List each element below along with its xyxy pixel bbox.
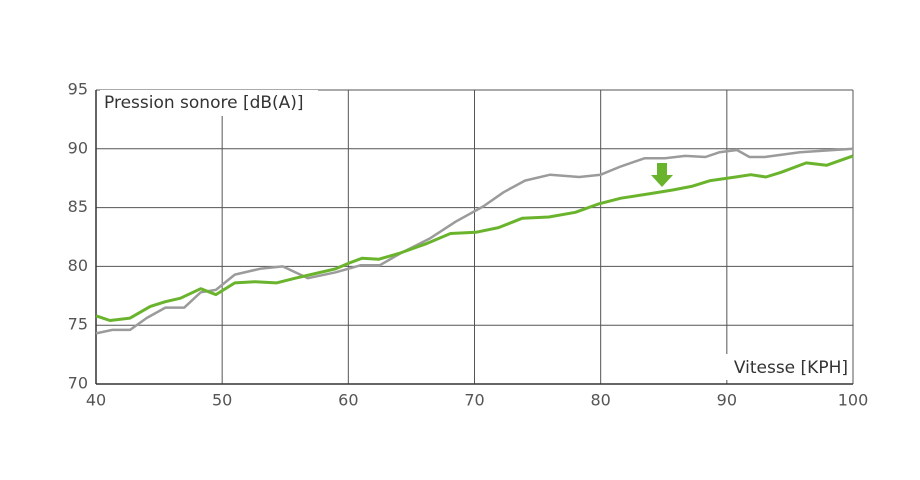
y-tick-label: 95 xyxy=(68,80,88,99)
y-tick-label: 75 xyxy=(68,315,88,334)
y-tick-label: 85 xyxy=(68,197,88,216)
y-tick-label: 80 xyxy=(68,256,88,275)
x-tick-label: 40 xyxy=(86,391,106,410)
x-tick-label: 80 xyxy=(590,391,610,410)
grid xyxy=(95,89,854,385)
y-tick-label: 70 xyxy=(68,374,88,393)
label-background xyxy=(100,90,318,116)
arrow-icon xyxy=(651,163,673,187)
x-tick-label: 70 xyxy=(464,391,484,410)
x-tick-label: 60 xyxy=(338,391,358,410)
x-axis-title: Vitesse [KPH] xyxy=(734,358,848,378)
x-tick-label: 100 xyxy=(838,391,869,410)
lines xyxy=(95,147,854,335)
label-background xyxy=(722,354,850,380)
x-tick-label: 50 xyxy=(212,391,232,410)
data-line xyxy=(95,147,854,335)
y-tick-label: 90 xyxy=(68,138,88,157)
data-line xyxy=(95,154,854,322)
x-tick-label: 90 xyxy=(717,391,737,410)
y-axis-title: Pression sonore [dB(A)] xyxy=(104,93,304,113)
